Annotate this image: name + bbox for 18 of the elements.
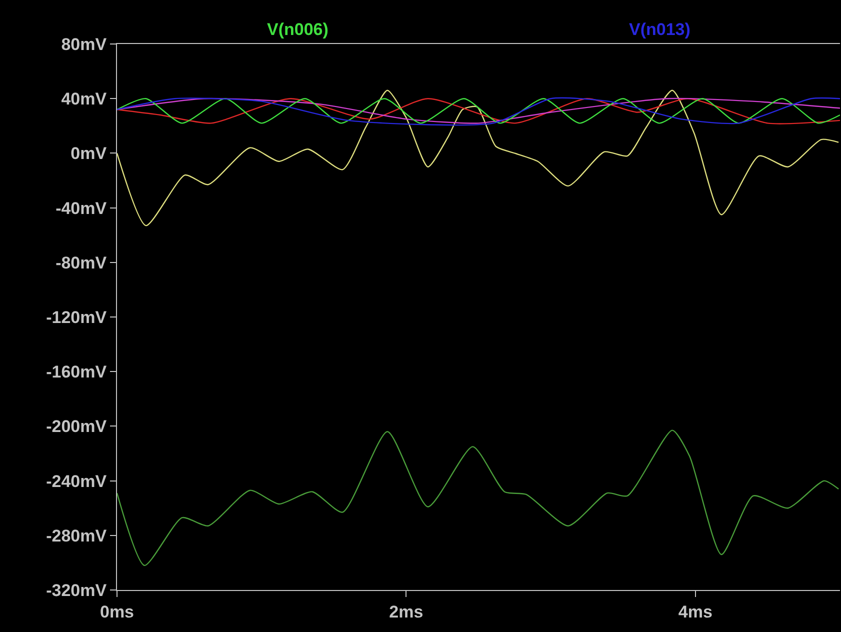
text: V(n013) [629, 20, 690, 39]
x-tick-label: 0ms [100, 602, 134, 622]
x-tick-label: 2ms [389, 602, 424, 622]
y-tick-label: -120mV [46, 308, 108, 327]
y-tick-label: 0mV [70, 144, 108, 164]
y-tick-label: -240mV [46, 472, 108, 491]
line-series [117, 90, 840, 226]
y-tick-label: -320mV [46, 580, 108, 600]
y-tick-label: 40mV [61, 90, 108, 109]
y-tick-label: 80mV [61, 34, 108, 54]
line-series [117, 430, 840, 566]
y-tick-label: -200mV [46, 417, 108, 436]
y-tick-label: -280mV [46, 526, 108, 546]
y-tick-label: -160mV [46, 362, 108, 382]
y-tick-label: -40mV [56, 198, 108, 218]
x-tick-label: 4ms [678, 602, 712, 622]
text: V(n006) [267, 20, 328, 39]
y-tick-label: -80mV [56, 253, 108, 272]
